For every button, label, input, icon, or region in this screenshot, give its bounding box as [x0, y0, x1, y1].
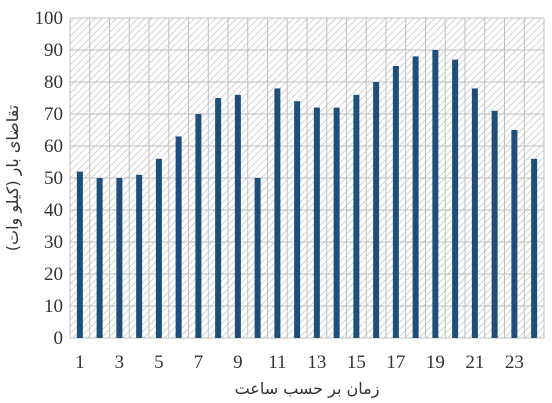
y-tick-label: 10 [44, 296, 63, 317]
y-tick-label: 60 [44, 136, 63, 157]
bar [452, 59, 459, 338]
bar [76, 171, 83, 338]
bar [116, 178, 123, 338]
bar [491, 110, 498, 338]
bar [531, 158, 538, 338]
y-tick-label: 80 [44, 72, 63, 93]
bar [96, 178, 103, 338]
bars [76, 50, 538, 339]
y-tick-label: 100 [35, 8, 64, 29]
bar [254, 178, 261, 338]
x-tick-label: 7 [194, 352, 204, 373]
bar [175, 136, 182, 338]
bar [155, 158, 162, 338]
bar [313, 107, 320, 338]
bar [471, 88, 478, 339]
y-tick-label: 90 [44, 40, 63, 61]
x-tick-label: 17 [386, 352, 405, 373]
bar [136, 174, 143, 338]
x-tick-label: 9 [233, 352, 243, 373]
x-tick-label: 1 [75, 352, 85, 373]
y-tick-label: 0 [54, 328, 64, 349]
y-tick-label: 50 [44, 168, 63, 189]
bar [274, 88, 281, 339]
bar [373, 82, 380, 338]
x-tick-label: 23 [505, 352, 524, 373]
bar [432, 50, 439, 338]
y-tick-label: 30 [44, 232, 63, 253]
bar [215, 98, 222, 338]
y-axis-title: تقاضای بار (کیلو وات) [3, 105, 23, 251]
x-axis-ticks: 1 3 5 7 9 11 13 15 17 19 21 23 [75, 352, 524, 373]
y-axis-ticks: 0 10 20 30 40 50 60 70 80 90 100 [35, 8, 64, 349]
bar [195, 114, 202, 338]
x-axis-title: زمان بر حسب ساعت [235, 379, 380, 399]
y-tick-label: 20 [44, 264, 63, 285]
x-tick-label: 13 [307, 352, 326, 373]
y-tick-label: 70 [44, 104, 63, 125]
bar [412, 56, 419, 339]
bar [234, 94, 241, 338]
x-tick-label: 3 [115, 352, 125, 373]
x-tick-label: 15 [347, 352, 366, 373]
x-tick-label: 21 [465, 352, 484, 373]
gridlines [69, 17, 545, 339]
bar [511, 130, 518, 338]
x-tick-label: 5 [154, 352, 164, 373]
x-tick-label: 11 [268, 352, 286, 373]
bar [294, 101, 301, 338]
x-tick-label: 19 [426, 352, 445, 373]
bar [392, 66, 399, 338]
bar [333, 107, 340, 338]
y-tick-label: 40 [44, 200, 63, 221]
bar [353, 94, 360, 338]
